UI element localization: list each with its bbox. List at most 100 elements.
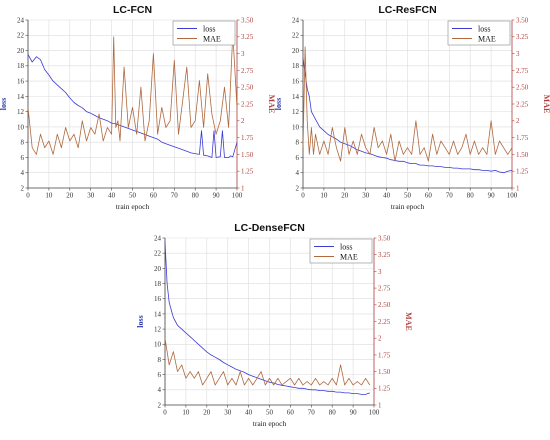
x-tick-label: 40 — [383, 192, 391, 200]
y-tick-label: 12 — [292, 108, 300, 116]
x-tick-label: 60 — [425, 192, 433, 200]
x-tick-label: 20 — [341, 192, 349, 200]
y-tick-label: 8 — [296, 139, 300, 147]
y2-axis-label: MAE — [404, 312, 412, 331]
x-tick-label: 80 — [467, 192, 475, 200]
y-tick-label: 8 — [158, 356, 162, 364]
y2-tick-label: 3 — [378, 268, 382, 276]
y2-tick-label: 3 — [241, 50, 245, 58]
y-tick-label: 18 — [17, 62, 25, 70]
x-tick-label: 0 — [163, 409, 167, 417]
chart-title: LC-ResFCN — [378, 4, 436, 16]
x-tick-label: 30 — [224, 409, 232, 417]
y2-tick-label: 1.25 — [378, 385, 391, 393]
y2-tick-label: 2.25 — [516, 100, 529, 108]
legend-box — [447, 20, 511, 46]
series-line-loss — [164, 241, 370, 395]
x-tick-label: 100 — [507, 192, 518, 200]
y-tick-label: 4 — [158, 386, 162, 394]
y-tick-label: 16 — [292, 77, 300, 85]
y2-tick-label: 1.50 — [516, 151, 529, 159]
x-tick-label: 60 — [150, 192, 158, 200]
x-tick-label: 10 — [45, 192, 53, 200]
x-tick-label: 0 — [301, 192, 305, 200]
y-tick-label: 6 — [296, 154, 300, 162]
x-tick-label: 50 — [129, 192, 137, 200]
chart-title: LC-DenseFCN — [234, 222, 305, 234]
x-tick-label: 80 — [192, 192, 200, 200]
y-tick-label: 22 — [17, 32, 25, 40]
y-axis-label: loss — [137, 315, 145, 327]
y-tick-label: 14 — [17, 93, 25, 101]
y2-tick-label: 2.75 — [378, 285, 391, 293]
y-axis-label: loss — [275, 98, 283, 110]
y2-tick-label: 2.75 — [516, 67, 529, 75]
y-tick-label: 16 — [154, 295, 162, 303]
y2-tick-label: 1 — [378, 401, 382, 409]
y2-tick-label: 3.50 — [516, 16, 529, 24]
y-tick-label: 10 — [154, 341, 162, 349]
y-tick-label: 20 — [292, 47, 300, 55]
x-axis-label: train epoch — [253, 419, 287, 428]
y-tick-label: 14 — [292, 93, 300, 101]
x-tick-label: 80 — [329, 409, 337, 417]
y2-tick-label: 3.25 — [241, 33, 254, 41]
y2-tick-label: 1.75 — [378, 351, 391, 359]
x-tick-label: 70 — [171, 192, 179, 200]
legend-label-loss: loss — [478, 24, 490, 33]
y2-tick-label: 2 — [378, 335, 382, 343]
y-tick-label: 2 — [296, 184, 300, 192]
y-tick-label: 14 — [154, 310, 162, 318]
y2-axis-label: MAE — [542, 95, 550, 114]
x-tick-label: 100 — [232, 192, 243, 200]
x-axis-label: train epoch — [116, 202, 150, 211]
x-tick-label: 10 — [320, 192, 328, 200]
y2-tick-label: 2 — [241, 117, 245, 125]
y-tick-label: 2 — [21, 184, 25, 192]
y-tick-label: 6 — [21, 154, 25, 162]
y-tick-label: 20 — [17, 47, 25, 55]
y-tick-label: 6 — [158, 371, 162, 379]
x-tick-label: 90 — [488, 192, 496, 200]
y-tick-label: 20 — [154, 265, 162, 273]
legend-label-mae: MAE — [340, 252, 358, 261]
legend-label-mae: MAE — [203, 34, 221, 43]
x-tick-label: 40 — [108, 192, 116, 200]
x-tick-label: 70 — [308, 409, 316, 417]
series-line-mae — [164, 338, 371, 386]
chart-lc-fcn: LC-FCN 0 10 20 30 40 50 60 70 80 90 100 2 4 6 8 10 12 14 16… — [0, 0, 276, 218]
y2-tick-label: 1.75 — [516, 134, 529, 142]
y-tick-label: 4 — [296, 169, 300, 177]
y-tick-label: 24 — [154, 234, 162, 242]
y2-tick-label: 3 — [516, 50, 520, 58]
y-axis-label: loss — [0, 98, 8, 110]
y2-tick-label: 1.50 — [241, 151, 254, 159]
y2-tick-label: 1.50 — [378, 368, 391, 376]
x-tick-label: 90 — [350, 409, 358, 417]
y2-axis-label: MAE — [267, 95, 275, 114]
y-tick-label: 12 — [154, 325, 162, 333]
x-tick-label: 90 — [213, 192, 221, 200]
x-tick-label: 10 — [182, 409, 190, 417]
y2-tick-label: 2.25 — [241, 100, 254, 108]
y-tick-label: 2 — [158, 401, 162, 409]
y2-tick-label: 2.50 — [241, 84, 254, 92]
x-axis-label: train epoch — [391, 202, 425, 211]
y-tick-label: 12 — [17, 108, 25, 116]
y-tick-label: 18 — [154, 280, 162, 288]
chart-title: LC-FCN — [113, 4, 152, 16]
y-tick-label: 22 — [154, 250, 162, 258]
y-tick-label: 24 — [17, 16, 25, 24]
x-tick-label: 60 — [287, 409, 295, 417]
y2-tick-label: 3.50 — [378, 234, 391, 242]
y2-tick-label: 1.25 — [241, 168, 254, 176]
x-tick-label: 20 — [203, 409, 211, 417]
x-tick-label: 50 — [404, 192, 412, 200]
y2-tick-label: 3.25 — [516, 33, 529, 41]
y-tick-label: 16 — [17, 77, 25, 85]
y2-tick-label: 1 — [516, 184, 520, 192]
legend-label-loss: loss — [203, 24, 215, 33]
